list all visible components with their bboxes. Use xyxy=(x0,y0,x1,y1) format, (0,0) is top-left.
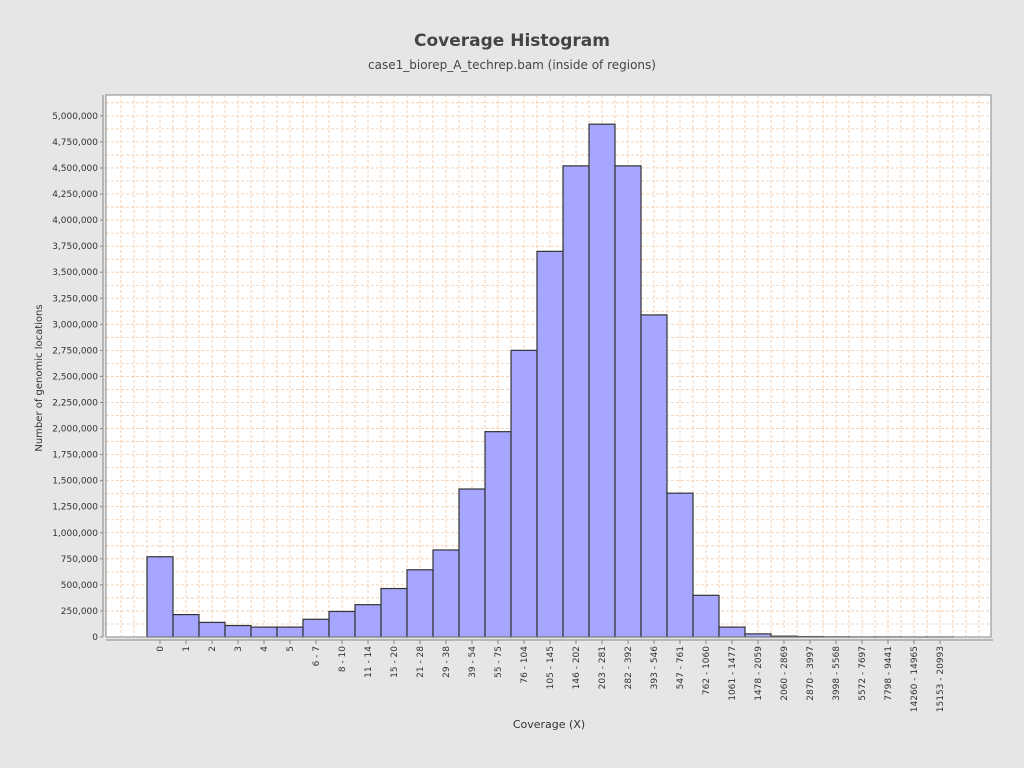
y-tick-label: 1,000,000 xyxy=(52,529,98,539)
x-tick-label: 4 xyxy=(260,646,270,652)
y-tick-label: 4,000,000 xyxy=(52,216,98,226)
y-tick-label: 4,750,000 xyxy=(52,138,98,148)
y-tick-label: 5,000,000 xyxy=(52,112,98,122)
x-tick-label: 105 - 145 xyxy=(546,646,556,689)
y-tick-label: 500,000 xyxy=(61,581,98,591)
x-tick-label: 2870 - 3997 xyxy=(806,646,816,701)
bar xyxy=(666,492,694,638)
y-tick-label: 1,750,000 xyxy=(52,451,98,461)
bar xyxy=(536,250,564,638)
chart-title: Coverage Histogram xyxy=(414,31,610,51)
bar xyxy=(250,626,278,638)
x-tick-label: 11 - 14 xyxy=(364,646,374,678)
x-tick-label: 2 xyxy=(208,646,218,652)
bar xyxy=(432,549,460,638)
x-tick-label: 5 xyxy=(286,646,296,652)
y-tick-label: 0 xyxy=(92,633,98,643)
x-tick-label: 762 - 1060 xyxy=(702,646,712,695)
y-tick-label: 4,500,000 xyxy=(52,164,98,174)
bar xyxy=(302,618,330,638)
bar xyxy=(172,613,200,638)
x-tick-label: 1 xyxy=(182,646,192,652)
x-tick-label: 6 - 7 xyxy=(312,646,322,666)
x-tick-label: 14260 - 14965 xyxy=(910,646,920,712)
x-tick-label: 39 - 54 xyxy=(468,646,478,678)
y-tick-label: 4,250,000 xyxy=(52,190,98,200)
y-tick-label: 2,750,000 xyxy=(52,346,98,356)
bar xyxy=(406,569,434,638)
bar xyxy=(562,165,590,638)
bar xyxy=(588,123,616,638)
bar xyxy=(718,626,746,638)
plot-border xyxy=(105,94,992,638)
chart-subtitle: case1_biorep_A_techrep.bam (inside of re… xyxy=(368,58,656,72)
y-tick-label: 2,500,000 xyxy=(52,372,98,382)
x-tick-label: 0 xyxy=(156,646,166,652)
x-tick-label: 3998 - 5568 xyxy=(832,646,842,701)
x-tick-label: 21 - 28 xyxy=(416,646,426,678)
x-tick-label: 5572 - 7697 xyxy=(858,646,868,701)
x-tick-label: 7798 - 9441 xyxy=(884,646,894,701)
bar xyxy=(146,556,174,638)
y-axis-label: Number of genomic locations xyxy=(34,304,45,451)
bar xyxy=(484,431,512,638)
x-tick-label: 1478 - 2059 xyxy=(754,646,764,701)
bar xyxy=(224,624,252,638)
x-tick-label: 2060 - 2869 xyxy=(780,646,790,701)
bar xyxy=(614,165,642,638)
y-tick-label: 250,000 xyxy=(61,607,98,617)
y-tick-label: 1,500,000 xyxy=(52,477,98,487)
x-tick-label: 282 - 392 xyxy=(624,646,634,689)
bar xyxy=(458,488,486,638)
bar xyxy=(692,594,720,638)
bar xyxy=(198,621,226,638)
x-tick-label: 146 - 202 xyxy=(572,646,582,689)
y-tick-label: 1,250,000 xyxy=(52,503,98,513)
y-tick-label: 3,500,000 xyxy=(52,268,98,278)
x-tick-label: 15 - 20 xyxy=(390,646,400,678)
bar xyxy=(640,314,668,638)
x-tick-label: 547 - 761 xyxy=(676,646,686,689)
y-tick-label: 3,250,000 xyxy=(52,294,98,304)
x-tick-label: 29 - 38 xyxy=(442,646,452,678)
bar xyxy=(510,349,538,638)
bar xyxy=(276,626,304,638)
y-tick-label: 3,000,000 xyxy=(52,320,98,330)
x-tick-label: 76 - 104 xyxy=(520,646,530,684)
bar xyxy=(354,604,382,638)
y-tick-label: 2,000,000 xyxy=(52,425,98,435)
x-axis-label: Coverage (X) xyxy=(513,718,585,731)
x-tick-label: 3 xyxy=(234,646,244,652)
x-tick-label: 8 - 10 xyxy=(338,646,348,672)
x-tick-label: 15153 - 20993 xyxy=(936,646,946,712)
x-tick-label: 393 - 546 xyxy=(650,646,660,690)
bar xyxy=(380,587,408,638)
y-tick-label: 3,750,000 xyxy=(52,242,98,252)
y-tick-label: 750,000 xyxy=(61,555,98,565)
bar xyxy=(328,610,356,638)
x-tick-label: 1061 - 1477 xyxy=(728,646,738,701)
x-tick-label: 55 - 75 xyxy=(494,646,504,678)
y-tick-label: 2,250,000 xyxy=(52,398,98,408)
x-tick-label: 203 - 281 xyxy=(598,646,608,689)
